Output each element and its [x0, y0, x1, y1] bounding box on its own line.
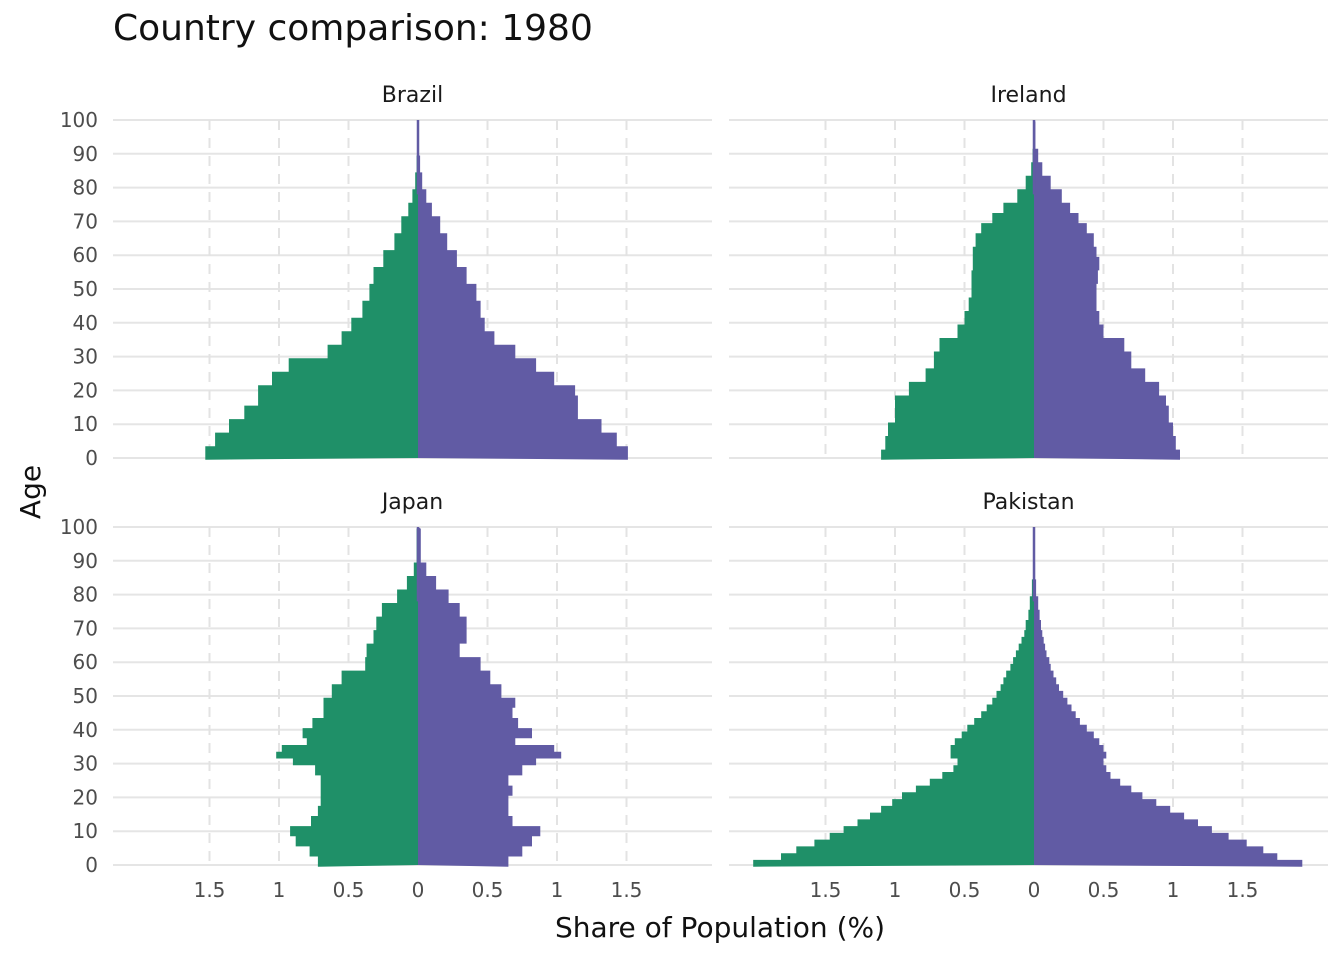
y-tick-label: 0: [85, 853, 98, 877]
pyramid-left-area: [881, 120, 1034, 460]
y-tick-label: 60: [73, 243, 98, 267]
x-tick-label: 0.5: [949, 878, 981, 902]
y-tick-label: 50: [73, 277, 98, 301]
y-tick-label: 0: [85, 446, 98, 470]
pyramid-left-area: [753, 527, 1034, 867]
y-tick-label: 70: [73, 616, 98, 640]
y-tick-label: 80: [73, 583, 98, 607]
x-tick-label: 0.5: [333, 878, 365, 902]
y-tick-label: 80: [73, 176, 98, 200]
chart-title: Country comparison: 1980: [113, 8, 593, 49]
x-tick-label: 1.5: [194, 878, 226, 902]
pyramid-right-area: [418, 527, 562, 867]
pyramid-left-area: [205, 120, 418, 460]
x-tick-label: 0.5: [1088, 878, 1120, 902]
x-tick-label: 1.5: [1227, 878, 1259, 902]
y-tick-label: 90: [73, 142, 98, 166]
y-tick-label: 60: [73, 650, 98, 674]
pyramid-right-area: [1034, 120, 1180, 460]
y-tick-label: 100: [60, 515, 98, 539]
y-tick-label: 20: [73, 378, 98, 402]
pyramid-right-area: [418, 120, 628, 460]
facet-panels: Brazil0102030405060708090100IrelandJapan…: [60, 83, 1328, 902]
y-tick-label: 10: [73, 819, 98, 843]
x-tick-label: 1: [889, 878, 902, 902]
y-axis-title: Age: [14, 465, 47, 519]
y-tick-label: 90: [73, 549, 98, 573]
panel-title: Japan: [380, 490, 443, 515]
panel-pakistan: Pakistan 1.5 1 0.5 0 0.5 1 1.5: [729, 490, 1328, 902]
y-tick-label: 30: [73, 752, 98, 776]
y-tick-label: 40: [73, 718, 98, 742]
x-tick-label: 1: [551, 878, 564, 902]
pyramid-right-area: [1034, 527, 1303, 867]
x-tick-label: 1.5: [810, 878, 842, 902]
pyramid-left-area: [276, 527, 418, 867]
panel-ireland: Ireland: [729, 83, 1328, 460]
y-tick-label: 10: [73, 412, 98, 436]
y-tick-label: 40: [73, 311, 98, 335]
x-tick-label: 1: [1167, 878, 1180, 902]
panel-title: Brazil: [382, 83, 443, 108]
x-tick-label: 1.5: [611, 878, 643, 902]
y-tick-label: 70: [73, 209, 98, 233]
x-tick-label: 0: [1028, 878, 1041, 902]
panel-brazil: Brazil 0 10 20 30 40 50 60 70 80 90 100: [60, 83, 712, 470]
panel-title: Ireland: [990, 83, 1066, 108]
panel-japan: Japan 0 10 20 30 40 50 60 70 80 90 100 1.5 1 0.5 0 0.5 1 1…: [60, 490, 712, 902]
x-tick-label: 0.5: [472, 878, 504, 902]
y-tick-label: 20: [73, 785, 98, 809]
x-tick-label: 0: [412, 878, 425, 902]
panel-title: Pakistan: [982, 490, 1074, 515]
x-tick-label: 1: [273, 878, 286, 902]
y-tick-label: 30: [73, 345, 98, 369]
x-axis-title: Share of Population (%): [555, 911, 885, 944]
y-tick-label: 100: [60, 108, 98, 132]
y-tick-label: 50: [73, 684, 98, 708]
